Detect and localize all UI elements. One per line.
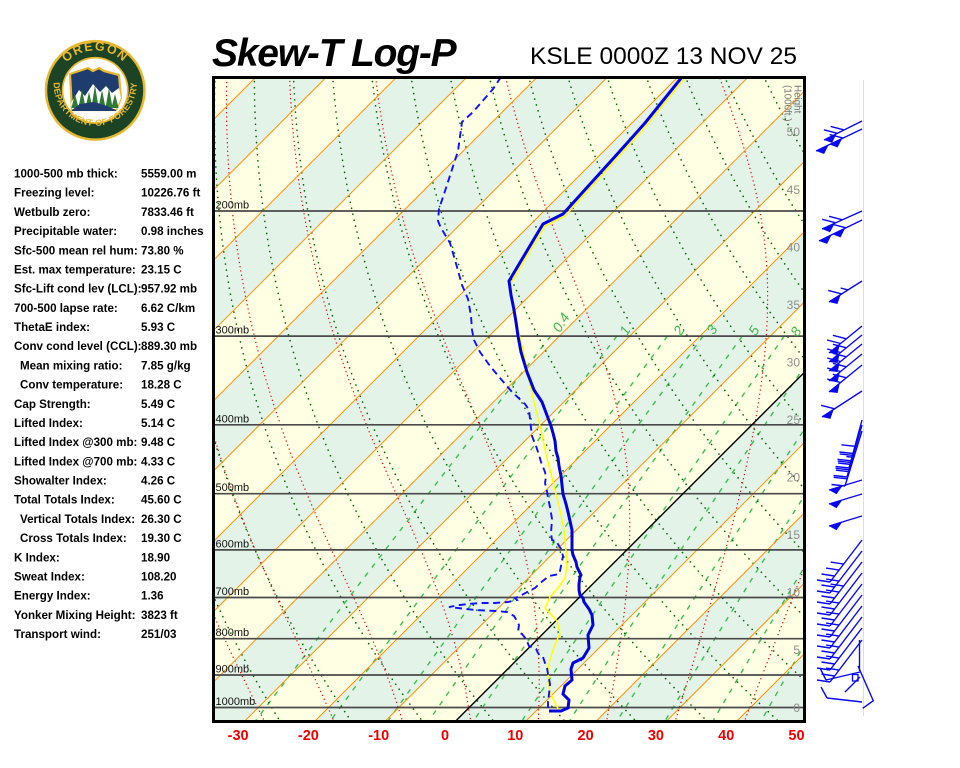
svg-text:15: 15 <box>787 528 801 542</box>
svg-text:5.49 C: 5.49 C <box>141 398 176 411</box>
svg-text:Yonker Mixing Height:: Yonker Mixing Height: <box>14 609 136 622</box>
svg-text:Energy Index:: Energy Index: <box>14 590 91 603</box>
svg-text:108.20: 108.20 <box>141 571 176 584</box>
svg-text:(1000ft.): (1000ft.) <box>782 85 793 122</box>
svg-text:40: 40 <box>718 728 734 744</box>
svg-text:0: 0 <box>441 728 449 744</box>
svg-text:45: 45 <box>787 183 801 197</box>
svg-text:3823 ft: 3823 ft <box>141 609 178 622</box>
svg-text:19.30 C: 19.30 C <box>141 532 182 545</box>
svg-text:10: 10 <box>787 586 801 600</box>
svg-text:700mb: 700mb <box>216 586 250 598</box>
svg-text:0: 0 <box>793 701 800 715</box>
svg-text:Cap Strength:: Cap Strength: <box>14 398 91 411</box>
svg-text:1000mb: 1000mb <box>216 696 256 708</box>
svg-text:251/03: 251/03 <box>141 628 177 641</box>
svg-text:Freezing level:: Freezing level: <box>14 187 95 200</box>
svg-text:50: 50 <box>788 728 804 744</box>
svg-text:10: 10 <box>507 728 523 744</box>
svg-text:Vertical Totals Index:: Vertical Totals Index: <box>20 513 135 526</box>
svg-text:400mb: 400mb <box>216 413 250 425</box>
svg-text:5: 5 <box>793 643 800 657</box>
svg-text:35: 35 <box>787 298 801 312</box>
svg-text:889.30 mb: 889.30 mb <box>141 340 197 353</box>
svg-text:5559.00 m: 5559.00 m <box>141 168 196 181</box>
svg-text:957.92 mb: 957.92 mb <box>141 283 197 296</box>
svg-text:18.28 C: 18.28 C <box>141 379 182 392</box>
svg-text:600mb: 600mb <box>216 538 250 550</box>
svg-text:4.26 C: 4.26 C <box>141 475 176 488</box>
svg-text:900mb: 900mb <box>216 664 250 676</box>
svg-text:Cross Totals Index:: Cross Totals Index: <box>20 532 127 545</box>
svg-text:Sfc-Lift cond lev (LCL):: Sfc-Lift cond lev (LCL): <box>14 283 142 296</box>
svg-text:Lifted Index @700 mb:: Lifted Index @700 mb: <box>14 455 137 468</box>
svg-text:Lifted Index:: Lifted Index: <box>14 417 83 430</box>
svg-text:KSLE 0000Z 13 NOV 25: KSLE 0000Z 13 NOV 25 <box>530 43 797 70</box>
svg-text:Skew-T Log-P: Skew-T Log-P <box>212 32 458 75</box>
svg-text:26.30 C: 26.30 C <box>141 513 182 526</box>
svg-text:Lifted Index @300 mb:: Lifted Index @300 mb: <box>14 436 137 449</box>
svg-text:0.98 inches: 0.98 inches <box>141 225 204 238</box>
svg-text:-30: -30 <box>228 728 249 744</box>
svg-text:4.33 C: 4.33 C <box>141 455 176 468</box>
svg-text:500mb: 500mb <box>216 482 250 494</box>
svg-text:73.80 %: 73.80 % <box>141 244 184 257</box>
svg-text:6.62 C/km: 6.62 C/km <box>141 302 195 315</box>
svg-text:300mb: 300mb <box>216 325 250 337</box>
svg-text:20: 20 <box>578 728 594 744</box>
svg-text:1.36: 1.36 <box>141 590 164 603</box>
svg-text:7.85 g/kg: 7.85 g/kg <box>141 359 191 372</box>
svg-text:Transport wind:: Transport wind: <box>14 628 101 641</box>
svg-text:Showalter Index:: Showalter Index: <box>14 475 107 488</box>
svg-text:Mean mixing ratio:: Mean mixing ratio: <box>20 359 122 372</box>
svg-text:45.60 C: 45.60 C <box>141 494 182 507</box>
svg-text:700-500 lapse rate:: 700-500 lapse rate: <box>14 302 118 315</box>
svg-text:1000-500 mb thick:: 1000-500 mb thick: <box>14 168 118 181</box>
svg-text:5.14 C: 5.14 C <box>141 417 176 430</box>
svg-text:9.48 C: 9.48 C <box>141 436 176 449</box>
svg-text:50: 50 <box>787 125 801 139</box>
svg-text:800mb: 800mb <box>216 627 250 639</box>
svg-text:Total Totals Index:: Total Totals Index: <box>14 494 115 507</box>
svg-text:30: 30 <box>648 728 664 744</box>
svg-text:Height: Height <box>792 85 803 114</box>
svg-text:Sfc-500 mean rel hum:: Sfc-500 mean rel hum: <box>14 244 138 257</box>
svg-text:K Index:: K Index: <box>14 551 60 564</box>
svg-text:ThetaE index:: ThetaE index: <box>14 321 90 334</box>
svg-text:Est. max temperature:: Est. max temperature: <box>14 263 136 276</box>
svg-text:Wetbulb zero:: Wetbulb zero: <box>14 206 90 219</box>
svg-text:20: 20 <box>787 471 801 485</box>
svg-text:40: 40 <box>787 240 801 254</box>
svg-text:10226.76 ft: 10226.76 ft <box>141 187 200 200</box>
svg-text:Sweat Index:: Sweat Index: <box>14 571 85 584</box>
svg-text:200mb: 200mb <box>216 200 250 212</box>
svg-text:-20: -20 <box>298 728 319 744</box>
svg-text:Conv cond level (CCL):: Conv cond level (CCL): <box>14 340 142 353</box>
svg-text:30: 30 <box>787 355 801 369</box>
svg-text:7833.46 ft: 7833.46 ft <box>141 206 194 219</box>
svg-text:Conv temperature:: Conv temperature: <box>20 379 123 392</box>
svg-text:25: 25 <box>787 413 801 427</box>
svg-text:Precipitable water:: Precipitable water: <box>14 225 117 238</box>
svg-text:23.15 C: 23.15 C <box>141 263 182 276</box>
svg-text:-10: -10 <box>368 728 389 744</box>
svg-text:5.93 C: 5.93 C <box>141 321 176 334</box>
svg-text:18.90: 18.90 <box>141 551 170 564</box>
